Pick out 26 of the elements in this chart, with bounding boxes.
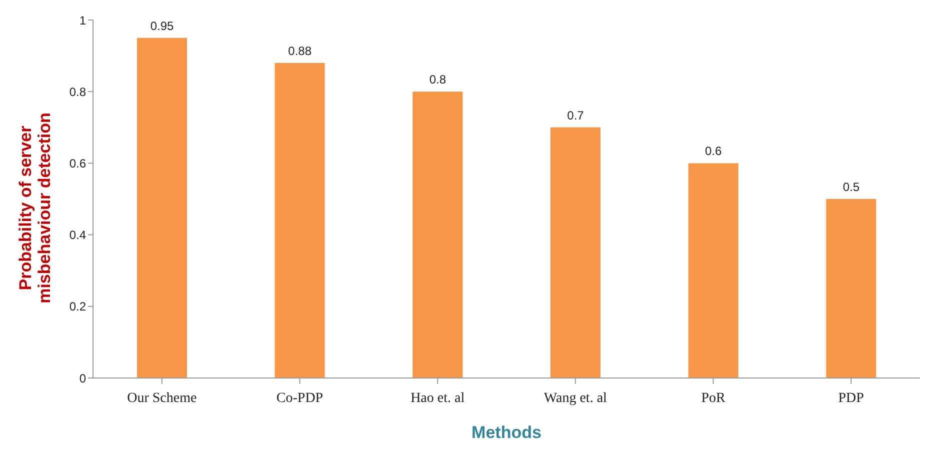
x-axis-title: Methods [472,423,542,442]
x-tick-label: PoR [701,390,726,406]
bar [274,62,325,378]
y-tick-label: 0.8 [69,84,86,99]
data-label: 0.88 [288,44,312,58]
y-tick-label: 0.4 [69,228,86,242]
y-tick-label: 0.2 [69,300,86,314]
y-tick-label: 0 [79,371,86,386]
bar [826,199,876,378]
y-axis-title: Probability of server misbehaviour detection [16,112,54,304]
data-label: 0.7 [567,108,584,122]
x-tick-label: Hao et. al [410,390,465,406]
y-tick-label: 1 [79,13,86,28]
data-label: 0.5 [842,180,860,194]
data-label: 0.8 [429,72,446,87]
bar [550,127,600,378]
x-tick-label: Co-PDP [276,390,324,406]
x-tick-label: Wang et. al [544,390,608,406]
bar [412,92,463,378]
x-tick-label: Our Scheme [127,390,197,406]
data-label: 0.95 [150,18,174,33]
y-tick-label: 0.6 [69,156,86,170]
bar [688,163,738,378]
bar [137,38,187,378]
data-label: 0.6 [704,144,722,158]
x-tick-label: PDP [838,390,864,406]
